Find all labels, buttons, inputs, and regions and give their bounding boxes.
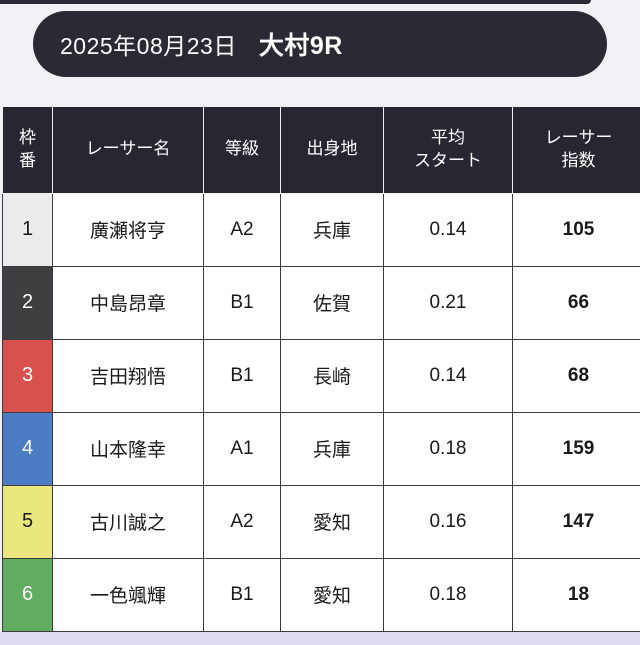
avg-start-cell: 0.14 bbox=[383, 338, 513, 413]
avg-start-cell: 0.21 bbox=[383, 265, 513, 340]
top-edge-strip bbox=[0, 0, 591, 4]
waku-cell: 3 bbox=[2, 338, 53, 413]
grade-cell: B1 bbox=[203, 265, 281, 340]
origin-cell: 愛知 bbox=[280, 484, 384, 559]
grade-cell: A2 bbox=[203, 484, 281, 559]
bottom-background-strip bbox=[0, 632, 640, 645]
table-row: 4 山本隆幸 A1 兵庫 0.18 159 bbox=[2, 411, 640, 486]
grade-cell: B1 bbox=[203, 557, 281, 632]
racer-index-cell: 159 bbox=[512, 411, 640, 486]
waku-cell: 5 bbox=[2, 484, 53, 559]
column-header-origin: 出身地 bbox=[280, 107, 384, 194]
waku-cell: 2 bbox=[2, 265, 53, 340]
grade-cell: A1 bbox=[203, 411, 281, 486]
racer-index-cell: 18 bbox=[512, 557, 640, 632]
grade-cell: B1 bbox=[203, 338, 281, 413]
waku-cell: 4 bbox=[2, 411, 53, 486]
avg-start-cell: 0.18 bbox=[383, 557, 513, 632]
racer-name-cell: 古川誠之 bbox=[52, 484, 204, 559]
racer-index-cell: 66 bbox=[512, 265, 640, 340]
table-row: 3 吉田翔悟 B1 長崎 0.14 68 bbox=[2, 338, 640, 413]
waku-cell: 6 bbox=[2, 557, 53, 632]
racer-name-cell: 山本隆幸 bbox=[52, 411, 204, 486]
racer-name-cell: 吉田翔悟 bbox=[52, 338, 204, 413]
table-row: 5 古川誠之 A2 愛知 0.16 147 bbox=[2, 484, 640, 559]
racer-name-cell: 中島昂章 bbox=[52, 265, 204, 340]
column-header-racer-index: レーサー 指数 bbox=[512, 107, 640, 194]
race-date: 2025年08月23日 bbox=[60, 33, 237, 59]
racer-index-cell: 68 bbox=[512, 338, 640, 413]
avg-start-cell: 0.16 bbox=[383, 484, 513, 559]
grade-cell: A2 bbox=[203, 192, 281, 267]
table-row: 1 廣瀬将亨 A2 兵庫 0.14 105 bbox=[2, 192, 640, 267]
origin-cell: 兵庫 bbox=[280, 192, 384, 267]
column-header-racer-name: レーサー名 bbox=[52, 107, 204, 194]
racer-index-cell: 147 bbox=[512, 484, 640, 559]
table-header-row: 枠 番 レーサー名 等級 出身地 平均 スタート bbox=[2, 107, 640, 194]
racer-index-cell: 105 bbox=[512, 192, 640, 267]
table-row: 6 一色颯輝 B1 愛知 0.18 18 bbox=[2, 557, 640, 632]
table-row: 2 中島昂章 B1 佐賀 0.21 66 bbox=[2, 265, 640, 340]
race-title-bar: 2025年08月23日 大村9R bbox=[33, 11, 607, 77]
column-header-grade: 等級 bbox=[203, 107, 281, 194]
column-header-avg-start: 平均 スタート bbox=[383, 107, 513, 194]
racer-table-wrapper: 枠 番 レーサー名 等級 出身地 平均 スタート bbox=[2, 107, 640, 632]
avg-start-cell: 0.14 bbox=[383, 192, 513, 267]
racer-table: 枠 番 レーサー名 等級 出身地 平均 スタート bbox=[2, 107, 640, 632]
racer-name-cell: 一色颯輝 bbox=[52, 557, 204, 632]
origin-cell: 佐賀 bbox=[280, 265, 384, 340]
avg-start-cell: 0.18 bbox=[383, 411, 513, 486]
waku-cell: 1 bbox=[2, 192, 53, 267]
origin-cell: 愛知 bbox=[280, 557, 384, 632]
column-header-waku: 枠 番 bbox=[2, 107, 53, 194]
origin-cell: 長崎 bbox=[280, 338, 384, 413]
origin-cell: 兵庫 bbox=[280, 411, 384, 486]
race-title: 大村9R bbox=[258, 32, 343, 60]
racer-name-cell: 廣瀬将亨 bbox=[52, 192, 204, 267]
